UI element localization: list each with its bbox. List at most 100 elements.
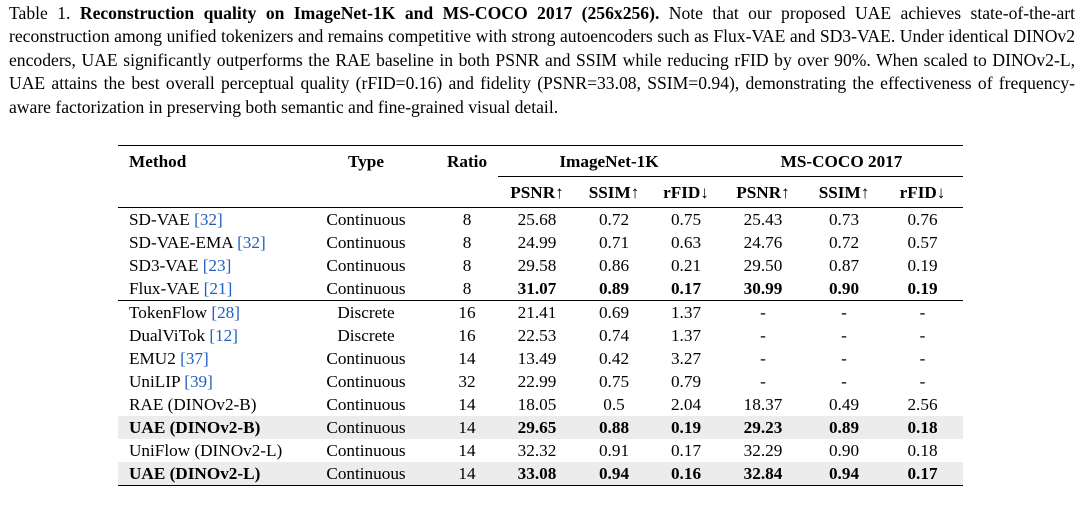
header-mscoco: MS-COCO 2017 (720, 145, 963, 177)
table-row: RAE (DINOv2-B) Continuous 14 18.05 0.5 2.04 18… (118, 393, 963, 416)
metric-cell: - (720, 300, 806, 324)
metric-cell: 0.79 (670, 372, 702, 391)
header-type: Type (296, 145, 436, 177)
metric-cell: - (919, 326, 926, 345)
table-row: SD-VAE-EMA [32] Continuous 8 24.99 0.71 0.63 2… (118, 231, 963, 254)
method-cell: UniFlow (DINOv2-L) (118, 439, 296, 462)
metric-cell: 22.99 (517, 372, 557, 391)
metric-cell: - (760, 372, 766, 391)
method-cell: SD3-VAE [23] (118, 254, 296, 277)
metric-cell: 18.37 (743, 395, 783, 414)
citation-link[interactable]: [37] (180, 349, 209, 368)
metric-cell: 29.23 (720, 416, 806, 439)
method-cell: TokenFlow [28] (118, 300, 296, 324)
method-name: Flux-VAE (129, 279, 200, 298)
metric-cell: 0.94 (576, 462, 652, 486)
metric-cell: 21.41 (498, 300, 576, 324)
metric-cell: 0.90 (828, 279, 860, 298)
type-cell: Continuous (326, 372, 406, 391)
type-cell: Continuous (296, 462, 436, 486)
header-metric: SSIM↑ (818, 182, 870, 202)
table-row: UAE (DINOv2-B) Continuous 14 29.65 0.88 0.19 2… (118, 416, 963, 439)
table-row: EMU2 [37] Continuous 14 13.49 0.42 3.27 - - - (118, 347, 963, 370)
metric-cell: - (841, 372, 847, 391)
method-cell: SD-VAE-EMA [32] (118, 231, 296, 254)
ratio-cell: 16 (436, 300, 498, 324)
metric-cell: - (760, 349, 766, 368)
type-cell: Discrete (337, 326, 395, 345)
metric-cell: 0.90 (828, 441, 860, 460)
method-cell: EMU2 [37] (118, 347, 296, 370)
metric-cell: 0.69 (576, 300, 652, 324)
method-name: SD-VAE-EMA (129, 233, 233, 252)
method-name: SD3-VAE (129, 256, 199, 275)
method-name: UniLIP (129, 372, 180, 391)
method-name: TokenFlow (129, 303, 208, 322)
metric-cell: 25.43 (720, 207, 806, 231)
metric-cell: 0.88 (576, 416, 652, 439)
header-ratio: Ratio (436, 145, 498, 177)
citation-link[interactable]: [12] (209, 326, 238, 345)
table-row: UniLIP [39] Continuous 32 22.99 0.75 0.79 - - - (118, 370, 963, 393)
metric-cell: - (841, 349, 847, 368)
metric-cell: - (760, 326, 766, 345)
metric-cell: 0.17 (670, 279, 702, 298)
metric-cell: 0.94 (806, 462, 882, 486)
metric-cell: 0.17 (670, 441, 702, 460)
metric-cell: 24.76 (743, 233, 783, 252)
ratio-cell: 14 (458, 395, 476, 414)
metric-cell: 0.17 (882, 462, 963, 486)
header-metric: SSIM↑ (588, 182, 640, 202)
type-cell: Continuous (296, 416, 436, 439)
ratio-cell: 14 (458, 349, 476, 368)
method-cell: RAE (DINOv2-B) (118, 393, 296, 416)
ratio-cell: 14 (436, 462, 498, 486)
citation-link[interactable]: [23] (202, 256, 232, 275)
citation-link[interactable]: [32] (194, 210, 223, 229)
metric-cell: 0.18 (907, 441, 938, 460)
method-cell: UAE (DINOv2-B) (118, 416, 296, 439)
method-cell: UAE (DINOv2-L) (118, 462, 296, 486)
metric-cell: 0.72 (576, 207, 652, 231)
metric-cell: 32.32 (517, 441, 557, 460)
table-row: UniFlow (DINOv2-L) Continuous 14 32.32 0.91 0… (118, 439, 963, 462)
header-metric: rFID↓ (663, 182, 709, 202)
metric-cell: 0.42 (598, 349, 630, 368)
type-cell: Continuous (326, 441, 406, 460)
ratio-cell: 8 (462, 256, 472, 275)
metric-cell: 2.04 (670, 395, 702, 414)
metric-cell: - (919, 372, 926, 391)
method-name: UAE (DINOv2-L) (129, 464, 261, 483)
citation-link[interactable]: [32] (237, 233, 266, 252)
caption-label: Table 1. (9, 3, 71, 23)
metric-cell: - (841, 326, 847, 345)
metric-cell: 0.19 (907, 256, 938, 275)
metric-cell: 29.65 (498, 416, 576, 439)
method-name: UniFlow (DINOv2-L) (129, 441, 283, 460)
metric-cell: 32.29 (743, 441, 783, 460)
type-cell: Discrete (296, 300, 436, 324)
citation-link[interactable]: [28] (211, 303, 240, 322)
type-cell: Continuous (296, 207, 436, 231)
table-caption: Table 1. Reconstruction quality on Image… (9, 2, 1075, 119)
metric-cell: 0.75 (652, 207, 720, 231)
metric-cell: 0.87 (828, 256, 860, 275)
metric-cell: 0.49 (828, 395, 860, 414)
header-row-metrics: PSNR↑ SSIM↑ rFID↓ PSNR↑ SSIM↑ rFID↓ (118, 177, 963, 208)
metric-cell: 0.18 (882, 416, 963, 439)
header-metric: rFID↓ (899, 182, 946, 202)
type-cell: Continuous (326, 349, 406, 368)
metric-cell: 0.16 (652, 462, 720, 486)
citation-link[interactable]: [39] (184, 372, 213, 391)
ratio-cell: 16 (458, 326, 476, 345)
metric-cell: 0.91 (598, 441, 630, 460)
metric-cell: 24.99 (517, 233, 557, 252)
type-cell: Continuous (326, 279, 406, 298)
table-row: SD3-VAE [23] Continuous 8 29.58 0.86 0.21 29.5… (118, 254, 963, 277)
metric-cell: 1.37 (652, 300, 720, 324)
metric-cell: 31.07 (517, 279, 557, 298)
metric-cell: 30.99 (743, 279, 783, 298)
citation-link[interactable]: [21] (203, 279, 233, 298)
header-method: Method (118, 145, 296, 177)
table-row: UAE (DINOv2-L) Continuous 14 33.08 0.94 0.16 3… (118, 462, 963, 486)
